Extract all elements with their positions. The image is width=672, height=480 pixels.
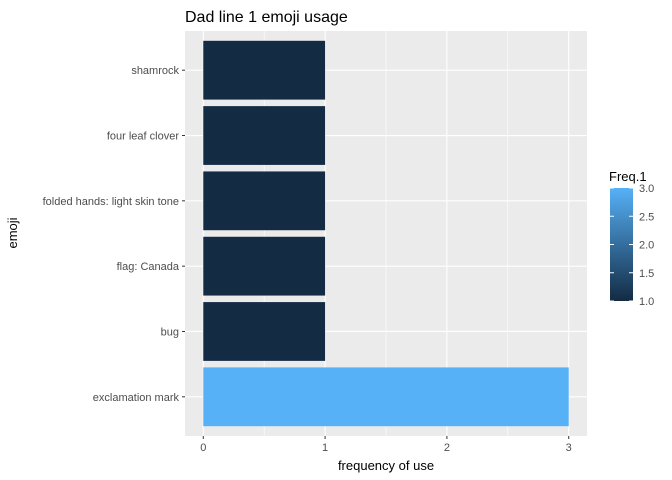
y-tick-label: bug xyxy=(161,326,179,338)
bar xyxy=(203,302,326,361)
bar xyxy=(203,40,326,100)
legend-colorbar xyxy=(610,188,633,301)
y-tick-label: shamrock xyxy=(131,65,179,77)
x-tick-label: 1 xyxy=(322,442,328,454)
x-axis-title: frequency of use xyxy=(338,458,434,473)
chart-title: Dad line 1 emoji usage xyxy=(185,9,348,26)
bar xyxy=(203,106,326,165)
x-tick-label: 3 xyxy=(566,442,572,454)
x-tick-label: 2 xyxy=(444,442,450,454)
y-tick-label: flag: Canada xyxy=(117,261,180,273)
y-tick-label: folded hands: light skin tone xyxy=(43,196,179,208)
legend-ticks: 1.0 1.5 2.0 2.5 3.0 xyxy=(610,183,654,308)
y-axis-title: emoji xyxy=(5,217,20,248)
legend-tick-label: 2.0 xyxy=(639,240,654,252)
bar xyxy=(203,236,326,296)
bar xyxy=(203,171,326,231)
x-tick-label: 0 xyxy=(200,442,206,454)
y-tick-label: exclamation mark xyxy=(93,392,180,404)
legend-tick-label: 2.5 xyxy=(639,211,654,223)
legend-tick-label: 1.5 xyxy=(639,268,654,280)
y-tick-label: four leaf clover xyxy=(107,131,179,143)
legend-title: Freq.1 xyxy=(609,169,647,184)
legend-tick-label: 3.0 xyxy=(639,183,654,195)
bars xyxy=(203,40,569,427)
x-tick-labels: 0 1 2 3 xyxy=(200,436,572,454)
legend-tick-label: 1.0 xyxy=(639,296,654,308)
y-tick-labels: exclamation mark bug flag: Canada folded ha… xyxy=(43,65,185,404)
bar xyxy=(203,367,569,427)
